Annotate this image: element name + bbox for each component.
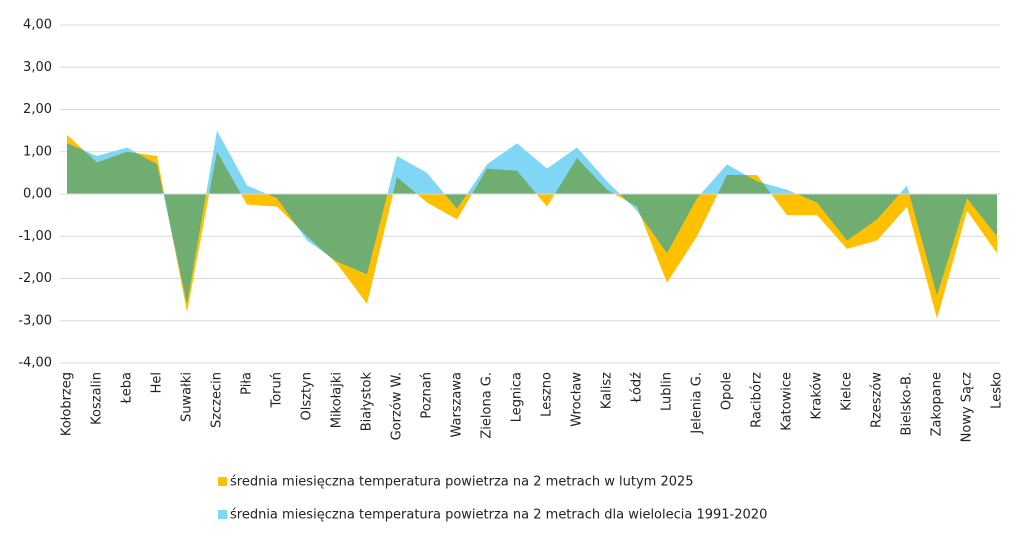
x-tick-label: Jelenia G. [690, 372, 705, 435]
x-tick-label: Koszalin [90, 372, 105, 425]
x-tick-label: Lesko [990, 372, 1005, 409]
x-tick-label: Kraków [810, 372, 825, 420]
y-tick-label: 3,00 [23, 60, 52, 75]
x-tick-label: Poznań [420, 372, 435, 419]
x-tick-label: Suwałki [180, 372, 195, 422]
x-tick-label: Opole [720, 372, 735, 410]
x-tick-label: Toruń [270, 372, 285, 409]
y-tick-label: -1,00 [18, 229, 52, 244]
y-tick-label: 0,00 [23, 187, 52, 202]
x-tick-label: Hel [150, 372, 165, 393]
legend-label: średnia miesięczna temperatura powietrza… [230, 508, 767, 523]
x-tick-label: Leszno [540, 372, 555, 417]
x-tick-label: Bielsko-B. [900, 372, 915, 435]
y-tick-label: 1,00 [23, 144, 52, 159]
x-tick-label: Zakopane [930, 372, 945, 436]
x-tick-label: Zielona G. [480, 372, 495, 439]
y-tick-label: 4,00 [23, 18, 52, 33]
x-tick-label: Kołobrzeg [60, 372, 75, 436]
x-tick-label: Gorzów W. [390, 372, 405, 440]
x-tick-label: Lublin [660, 372, 675, 411]
x-tick-label: Katowice [780, 372, 795, 431]
x-tick-label: Wrocław [570, 372, 585, 427]
area [67, 130, 997, 304]
y-tick-label: -2,00 [18, 271, 52, 286]
x-tick-label: Nowy Sącz [960, 372, 975, 443]
x-tick-label: Legnica [510, 372, 525, 422]
legend-swatch [218, 510, 227, 519]
x-tick-label: Białystok [360, 372, 375, 432]
x-tick-label: Łeba [120, 372, 135, 405]
x-tick-label: Olsztyn [300, 372, 315, 420]
legend-label: średnia miesięczna temperatura powietrza… [230, 475, 694, 490]
y-tick-label: -3,00 [18, 313, 52, 328]
x-tick-label: Racibórz [750, 372, 765, 428]
y-tick-label: -4,00 [18, 356, 52, 371]
x-tick-label: Piła [240, 372, 255, 395]
x-tick-label: Warszawa [450, 372, 465, 438]
x-tick-label: Szczecin [210, 372, 225, 428]
x-tick-label: Mikołajki [330, 372, 345, 428]
y-tick-label: 2,00 [23, 102, 52, 117]
x-tick-label: Kalisz [600, 372, 615, 409]
x-tick-label: Rzeszów [870, 372, 885, 428]
x-tick-label: Łódź [630, 372, 645, 404]
x-tick-label: Kielce [840, 372, 855, 411]
legend-swatch [218, 477, 227, 486]
